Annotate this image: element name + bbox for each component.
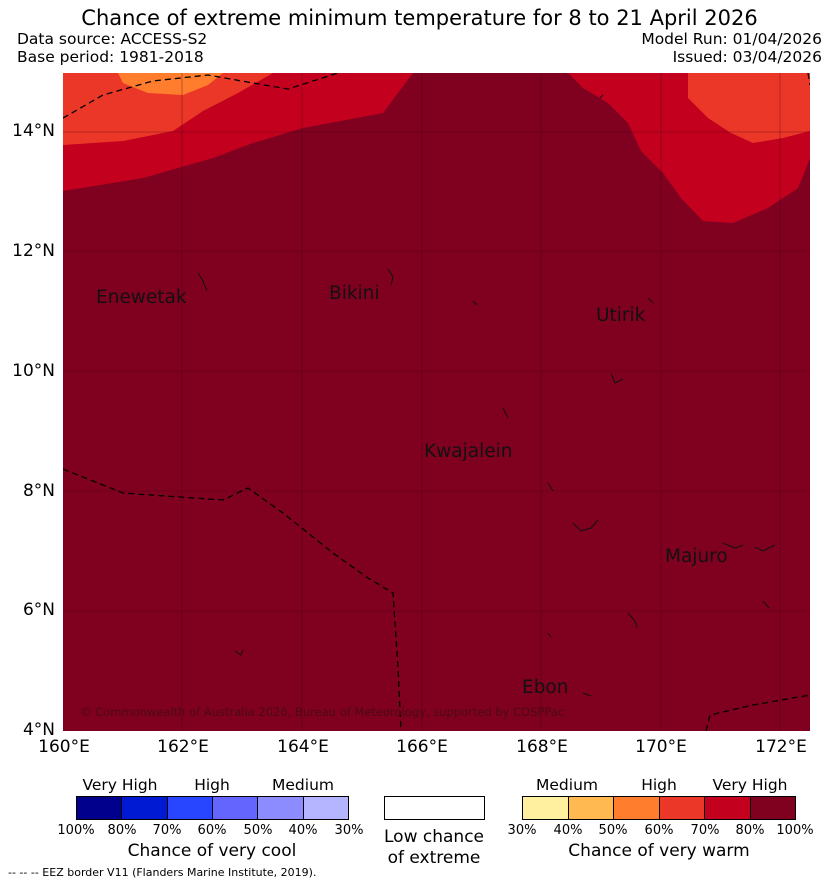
lon-label-168e: 168°E (516, 737, 568, 757)
warm-swatch (705, 797, 751, 819)
warm-colorbar (522, 796, 796, 820)
medium-warm-region-northwest (118, 73, 223, 95)
cool-tick: 60% (197, 823, 227, 838)
lat-label-8n: 8°N (22, 481, 55, 501)
low-chance-label-line2: of extreme (387, 848, 481, 868)
warm-swatch (568, 797, 614, 819)
warm-legend-header-medium: Medium (536, 776, 598, 794)
warm-swatch (523, 797, 569, 819)
copyright-notice: © Commonwealth of Australia 2026, Bureau… (80, 705, 565, 719)
lon-label-172e: 172°E (755, 737, 807, 757)
medium-high-warm-region-northeast (688, 73, 810, 143)
warm-legend-title: Chance of very warm (568, 841, 750, 861)
cool-tick: 100% (57, 823, 95, 838)
island-label-utirik: Utirik (596, 305, 646, 326)
cool-swatch (77, 797, 123, 819)
atoll-outlines (197, 94, 776, 697)
lon-label-160e: 160°E (38, 737, 90, 757)
warm-tick: 50% (598, 823, 628, 838)
warm-tick: 80% (735, 823, 765, 838)
issued-date: Issued: 03/04/2026 (672, 48, 822, 66)
eez-border-note: -- -- -- EEZ border V11 (Flanders Marine… (8, 866, 317, 879)
island-label-bikini: Bikini (329, 283, 380, 304)
lon-label-166e: 166°E (396, 737, 448, 757)
eez-borders (63, 73, 810, 731)
cool-legend-title: Chance of very cool (127, 841, 297, 861)
cool-tick: 40% (288, 823, 318, 838)
lat-label-10n: 10°N (12, 361, 55, 381)
lat-label-4n: 4°N (22, 720, 55, 740)
medium-high-warm-region-northwest (63, 73, 273, 145)
cool-tick: 30% (334, 823, 364, 838)
graticule (63, 73, 810, 731)
warm-tick: 70% (690, 823, 720, 838)
warm-swatch (750, 797, 795, 819)
island-label-kwajalein: Kwajalein (424, 441, 513, 462)
cool-tick: 70% (152, 823, 182, 838)
lat-label-6n: 6°N (22, 600, 55, 620)
lon-label-162e: 162°E (157, 737, 209, 757)
cool-swatch (122, 797, 168, 819)
cool-swatch (167, 797, 213, 819)
data-source: Data source: ACCESS-S2 (17, 30, 208, 48)
island-label-majuro: Majuro (665, 546, 728, 567)
cool-swatch (303, 797, 348, 819)
island-label-enewetak: Enewetak (96, 287, 187, 308)
cool-colorbar (76, 796, 349, 820)
warm-tick: 100% (776, 823, 814, 838)
lat-label-12n: 12°N (12, 241, 55, 261)
island-label-ebon: Ebon (522, 677, 569, 698)
lon-label-164e: 164°E (277, 737, 329, 757)
cool-legend-header-very-high: Very High (82, 776, 158, 794)
warm-legend-header-very-high: Very High (712, 776, 788, 794)
warm-swatch (659, 797, 705, 819)
lat-label-14n: 14°N (12, 121, 55, 141)
low-chance-swatch (384, 796, 485, 820)
cool-tick: 50% (243, 823, 273, 838)
lon-label-170e: 170°E (635, 737, 687, 757)
warm-tick: 40% (553, 823, 583, 838)
map-title: Chance of extreme minimum temperature fo… (81, 6, 758, 30)
cool-swatch (212, 797, 259, 819)
model-run: Model Run: 01/04/2026 (641, 30, 822, 48)
warm-tick: 30% (507, 823, 537, 838)
base-period: Base period: 1981-2018 (17, 48, 204, 66)
warm-swatch (614, 797, 660, 819)
warm-legend-header-high: High (641, 776, 677, 794)
warm-tick: 60% (644, 823, 674, 838)
map-canvas (63, 73, 810, 731)
cool-legend-header-high: High (194, 776, 230, 794)
cool-legend-header-medium: Medium (272, 776, 334, 794)
cool-swatch (258, 797, 304, 819)
cool-tick: 80% (107, 823, 137, 838)
low-chance-label-line1: Low chance (384, 827, 484, 847)
